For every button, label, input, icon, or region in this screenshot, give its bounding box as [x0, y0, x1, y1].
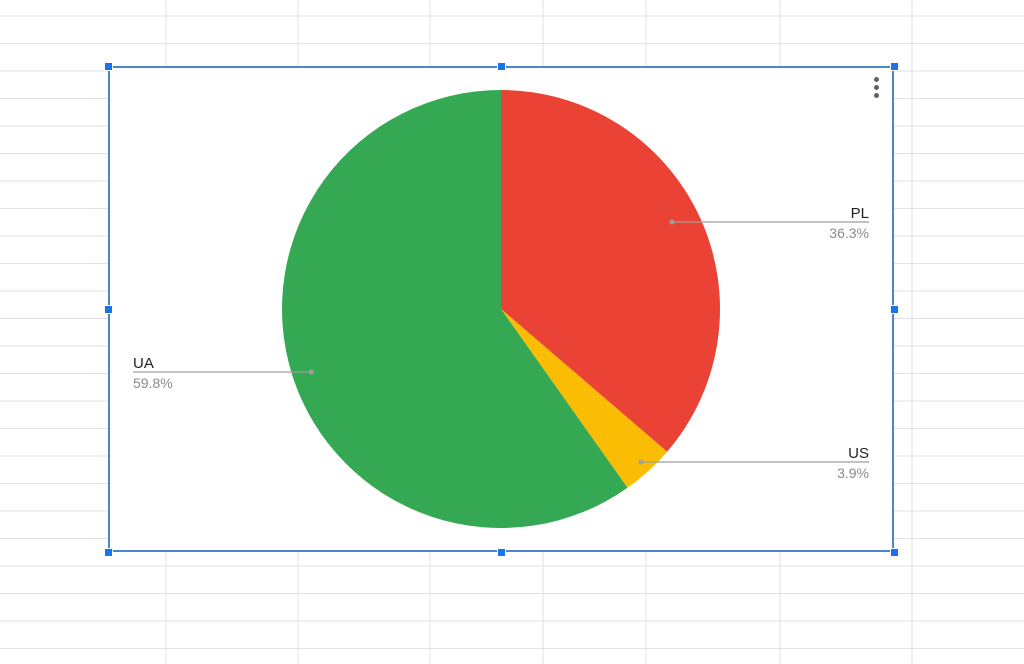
- resize-handle-top-right[interactable]: [890, 62, 899, 71]
- resize-handle-middle-left[interactable]: [104, 305, 113, 314]
- chart-container[interactable]: [108, 66, 894, 552]
- resize-handle-bottom-center[interactable]: [497, 548, 506, 557]
- more-vert-icon[interactable]: [868, 74, 884, 102]
- resize-handle-top-center[interactable]: [497, 62, 506, 71]
- resize-handle-middle-right[interactable]: [890, 305, 899, 314]
- resize-handle-bottom-left[interactable]: [104, 548, 113, 557]
- resize-handle-bottom-right[interactable]: [890, 548, 899, 557]
- resize-handle-top-left[interactable]: [104, 62, 113, 71]
